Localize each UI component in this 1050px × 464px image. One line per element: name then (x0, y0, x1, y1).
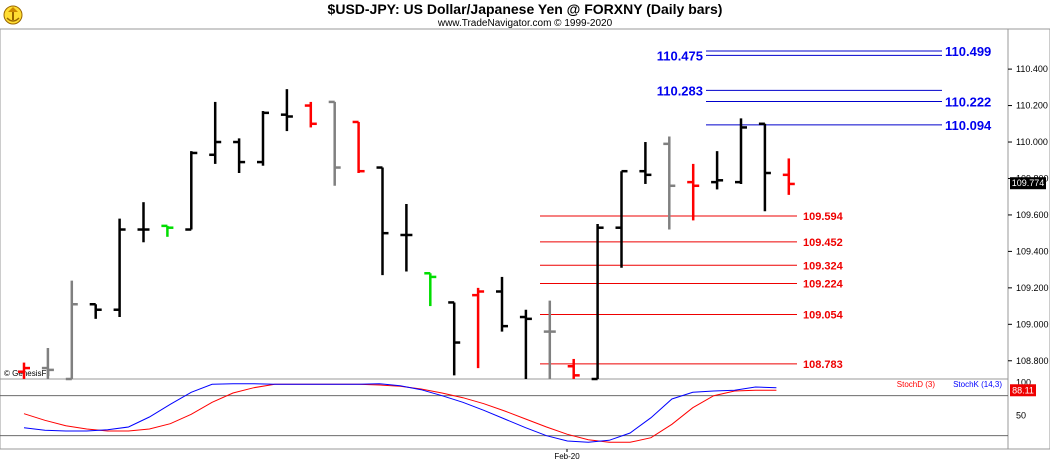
ohlc-bar (328, 100, 341, 186)
blue-level-label: 110.222 (945, 95, 991, 110)
ohlc-bar (448, 301, 461, 376)
x-axis-label: Feb-20 (554, 452, 580, 461)
chart-subtitle: www.TradeNavigator.com © 1999-2020 (437, 18, 613, 29)
watermark: © GenesisFT (4, 369, 51, 378)
blue-level-label: 110.094 (945, 118, 992, 133)
stochastic-axis-tick-label: 50 (1016, 411, 1026, 421)
stochastic-last-value-label: 88.11 (1012, 385, 1034, 395)
red-level-label: 109.054 (803, 309, 844, 321)
last-price-label: 109.774 (1012, 178, 1045, 188)
ohlc-bar (735, 118, 747, 184)
ohlc-bar (89, 303, 102, 319)
blue-level-label: 110.499 (945, 44, 991, 59)
ohlc-bar (137, 202, 150, 243)
price-axis-tick-label: 110.000 (1016, 137, 1048, 147)
ohlc-bar (257, 111, 269, 166)
ohlc-bar (496, 276, 508, 332)
ohlc-bar (209, 101, 222, 164)
stochastic-series-line (23, 383, 777, 443)
ohlc-bar (567, 358, 580, 379)
ohlc-bar (711, 151, 724, 190)
price-axis-tick-label: 110.200 (1016, 101, 1048, 111)
chart-title: $USD-JPY: US Dollar/Japanese Yen @ FORXN… (328, 1, 723, 17)
price-axis-tick-label: 108.800 (1016, 356, 1049, 366)
ohlc-bar (304, 101, 317, 128)
ohlc-bar (376, 166, 389, 276)
ohlc-bar (639, 142, 652, 184)
price-axis-tick-label: 109.000 (1016, 319, 1049, 329)
ohlc-bar (233, 138, 246, 174)
ohlc-bar (185, 151, 198, 231)
legend-entry: StochK (14,3) (953, 380, 1002, 389)
stochastic-panel-frame (0, 378, 1009, 450)
stochastic-axis-tick-label: 100 (1016, 377, 1031, 387)
price-axis-tick-label: 110.400 (1016, 64, 1048, 74)
price-axis-tick-label: 109.200 (1016, 283, 1049, 293)
tradenavigator-logo-icon (3, 5, 23, 25)
ohlc-bar (280, 89, 293, 132)
ohlc-bar (400, 204, 413, 272)
ohlc-bar (543, 300, 556, 379)
blue-level-label: 110.283 (657, 83, 703, 98)
stochastic-last-value-badge (1010, 384, 1036, 397)
ohlc-bar (424, 272, 437, 307)
ohlc-bar (18, 362, 30, 379)
ohlc-bar (663, 136, 676, 230)
ohlc-bar (519, 309, 532, 379)
ohlc-bar (113, 218, 126, 318)
red-level-label: 108.783 (803, 359, 843, 371)
red-level-label: 109.452 (803, 237, 843, 249)
ohlc-bar (161, 224, 174, 237)
price-panel-frame (0, 28, 1009, 380)
blue-level-label: 110.475 (657, 48, 703, 63)
ohlc-bar (615, 169, 628, 268)
red-level-label: 109.324 (803, 260, 844, 272)
stochastic-series-line (23, 383, 777, 443)
axis-layer: 110.400110.200110.000109.800109.600109.4… (554, 64, 1048, 461)
ohlc-bar (41, 348, 54, 379)
legend-entry: StochD (3) (897, 380, 936, 389)
price-axis-tick-label: 109.400 (1016, 246, 1049, 256)
ohlc-bar (352, 120, 365, 174)
last-price-badge (1010, 177, 1046, 190)
ohlc-bar (591, 224, 604, 381)
stochastic-layer: StochD (3) StochK (14,3) (0, 380, 1008, 443)
ohlc-bar (472, 287, 485, 369)
red-level-label: 109.594 (803, 211, 844, 223)
ohlc-bar (782, 158, 795, 195)
price-axis-area (1007, 28, 1050, 450)
price-axis-tick-label: 109.600 (1016, 210, 1049, 220)
price-layer: 110.475 110.499 110.283 110.222 110.094 109.5… (18, 44, 992, 381)
ohlc-bar (758, 122, 771, 212)
ohlc-bar (687, 163, 700, 221)
red-level-label: 109.224 (803, 278, 844, 290)
ohlc-bar (65, 280, 78, 381)
